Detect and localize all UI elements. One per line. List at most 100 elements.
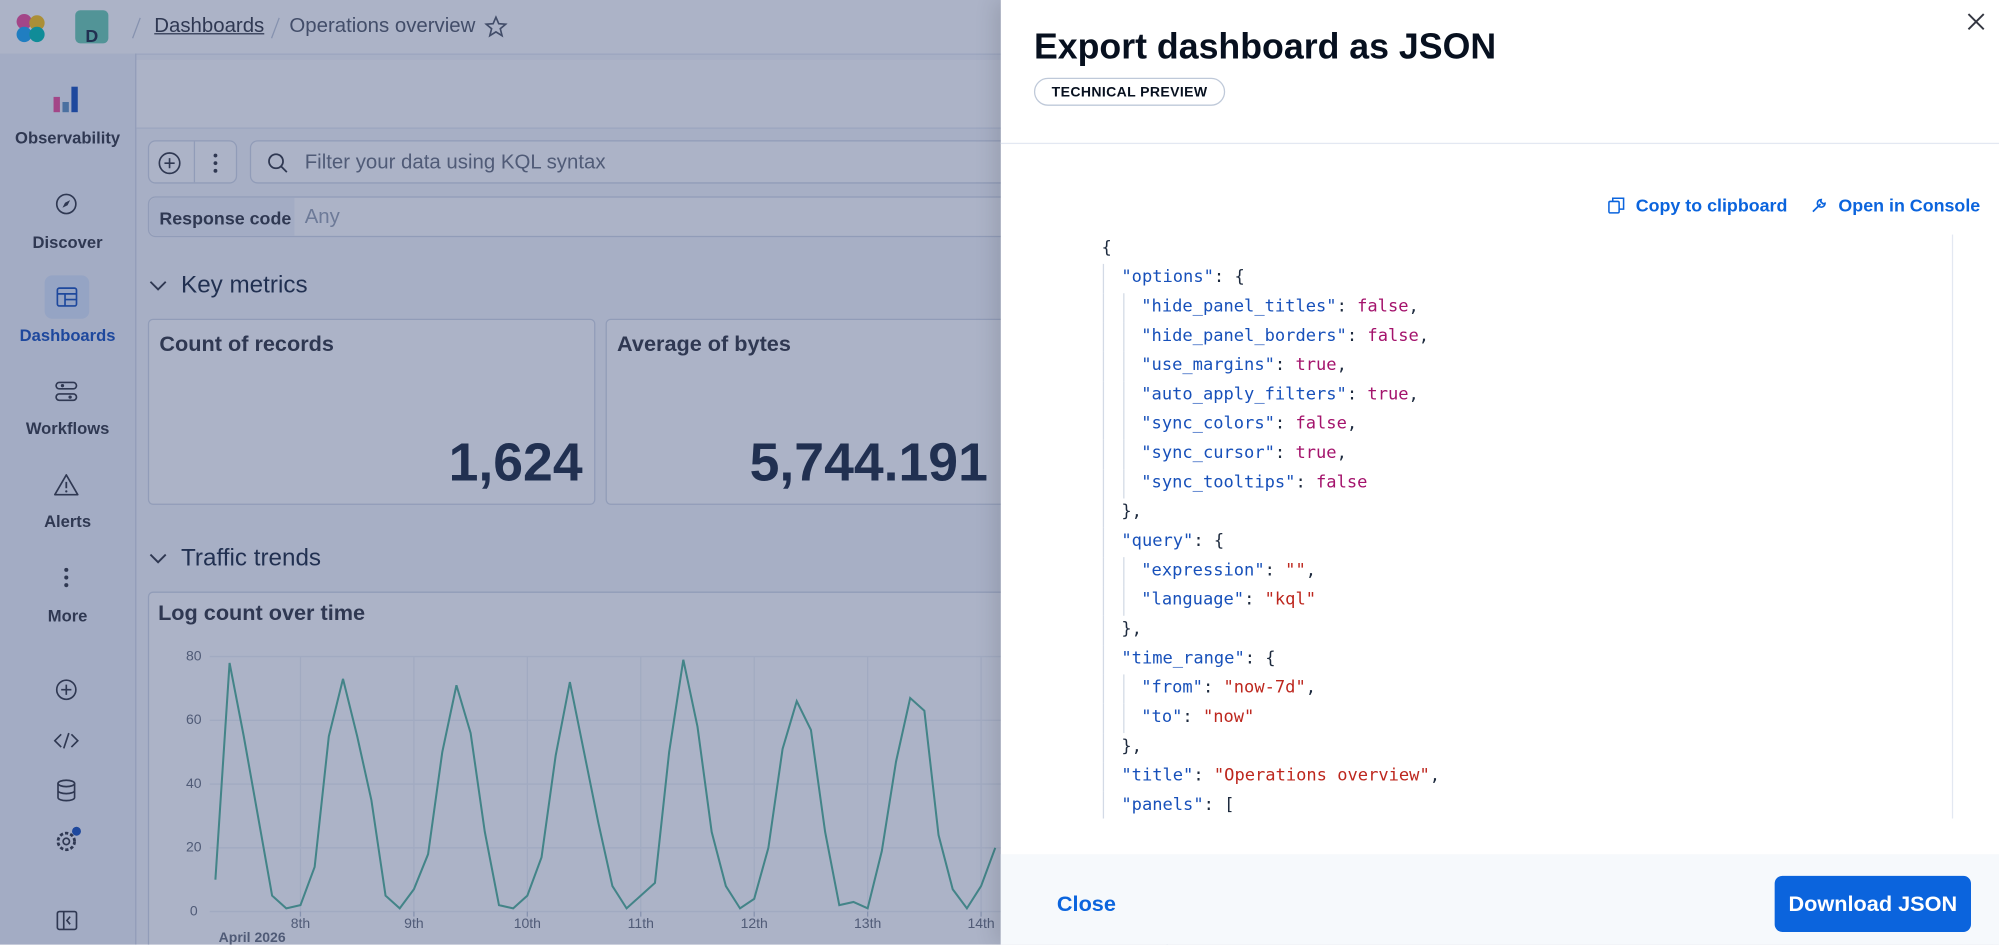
alerts-icon[interactable]	[53, 473, 79, 496]
code-line: "sync_colors": false,	[1141, 416, 1357, 433]
indent-guide	[1122, 380, 1124, 410]
observability-icon[interactable]	[51, 84, 82, 115]
code-token: "query"	[1121, 532, 1194, 552]
settings-icon[interactable]	[54, 826, 85, 854]
code-token: ,	[1429, 766, 1441, 786]
dashboards-icon[interactable]	[56, 287, 78, 307]
code-block: {"options": {"hide_panel_titles": false,…	[1034, 234, 1954, 819]
code-token: ,	[1346, 414, 1358, 434]
code-token: "to"	[1141, 707, 1183, 728]
code-line: "from": "now-7d",	[1141, 680, 1316, 697]
series-line	[214, 659, 997, 911]
code-token: },	[1121, 502, 1142, 522]
query-menu-button[interactable]	[210, 152, 220, 175]
indent-guide	[1102, 791, 1105, 819]
x-tick-label: 11th	[628, 915, 654, 931]
section-title: Traffic trends	[181, 545, 322, 572]
code-token: "options"	[1121, 268, 1214, 288]
code-token: },	[1121, 619, 1142, 640]
code-token: ""	[1285, 561, 1306, 581]
indent-guide	[1102, 292, 1105, 322]
nav-label[interactable]: Dashboards	[19, 325, 116, 345]
indent-guide	[1102, 703, 1105, 733]
code-token: ,	[1418, 326, 1430, 346]
more-icon[interactable]	[61, 566, 71, 589]
code-token: true	[1367, 385, 1409, 405]
favorite-star[interactable]	[484, 15, 508, 38]
code-token: :	[1193, 766, 1214, 786]
nav-selected	[44, 275, 90, 319]
y-tick-label: 80	[186, 647, 202, 663]
code-token: false	[1367, 326, 1419, 346]
section-chevron[interactable]	[148, 549, 168, 567]
indent-guide	[1102, 321, 1105, 352]
x-tick-label: 13th	[854, 915, 881, 931]
workflows-icon[interactable]	[55, 380, 78, 403]
copy-link[interactable]: Copy to clipboard	[1635, 195, 1788, 216]
code-token: false	[1316, 473, 1368, 493]
indent-guide	[1122, 673, 1124, 704]
nav-label[interactable]: Workflows	[25, 418, 110, 438]
nav-label[interactable]: Alerts	[44, 511, 92, 531]
badge: TECHNICAL PREVIEW	[1033, 77, 1226, 106]
query-placeholder: Filter your data using KQL syntax	[304, 151, 606, 174]
code-token: "auto_apply_filters"	[1141, 385, 1347, 405]
code-line: },	[1121, 504, 1142, 521]
code-token: true	[1295, 444, 1337, 464]
code-token: "now-7d"	[1223, 678, 1306, 698]
nav-label[interactable]: More	[47, 606, 88, 626]
discover-icon[interactable]	[55, 193, 78, 216]
code-token: "hide_panel_titles"	[1141, 297, 1337, 317]
y-tick-label: 40	[186, 775, 202, 791]
section-title: Key metrics	[181, 272, 308, 299]
breadcrumb-separator	[270, 17, 280, 39]
data-icon[interactable]	[56, 779, 76, 802]
console-link[interactable]: Open in Console	[1838, 195, 1981, 216]
close-button[interactable]: Close	[1056, 891, 1116, 917]
code-line: "expression": "",	[1141, 561, 1316, 581]
close-x[interactable]	[1967, 13, 1985, 31]
metric-value: 5,744.191	[749, 432, 988, 493]
add-filter-button[interactable]	[157, 150, 182, 175]
code-token: "now"	[1202, 707, 1255, 728]
breadcrumb-link[interactable]: Dashboards	[154, 15, 265, 37]
collapse-icon[interactable]	[56, 910, 78, 931]
code-token: : {	[1213, 268, 1245, 288]
code-line: "panels": [	[1121, 797, 1234, 814]
code-token: ,	[1336, 444, 1347, 464]
nav-label[interactable]: Discover	[32, 232, 103, 252]
filter-label: Response code	[159, 207, 292, 229]
section-chevron[interactable]	[148, 277, 168, 295]
code-token: "time_range"	[1121, 649, 1245, 669]
space-avatar[interactable]: D	[75, 10, 109, 45]
filter-placeholder: Any	[304, 206, 340, 229]
breadcrumb-separator	[131, 17, 141, 39]
console-icon	[1812, 198, 1826, 213]
panel-title: Average of bytes	[617, 332, 791, 357]
code-icon[interactable]	[53, 731, 79, 751]
code-line: "hide_panel_titles": false,	[1141, 297, 1419, 317]
code-token: "sync_cursor"	[1141, 444, 1275, 464]
code-token: "panels"	[1121, 795, 1204, 816]
flyout: Export dashboard as JSON TECHNICAL PREVI…	[1000, 0, 1999, 945]
chart-panel	[147, 591, 1168, 945]
code-token: "kql"	[1264, 590, 1317, 610]
indent-guide	[1122, 703, 1124, 733]
code-line: "time_range": {	[1121, 649, 1275, 669]
code-line: "hide_panel_borders": false,	[1141, 328, 1429, 345]
metric-value: 1,624	[448, 432, 583, 493]
download-button[interactable]: Download JSON	[1774, 875, 1971, 932]
code-token: true	[1295, 356, 1337, 376]
logo[interactable]	[13, 10, 49, 46]
nav-label[interactable]: Observability	[15, 128, 121, 148]
filter-control[interactable]: Response code Any	[147, 196, 1143, 238]
indent-guide	[1122, 409, 1124, 440]
query-input[interactable]: Filter your data using KQL syntax	[249, 140, 1143, 184]
x-caption: April 2026	[219, 929, 286, 945]
indent-guide	[1122, 585, 1124, 616]
code-token: :	[1182, 707, 1203, 728]
add-icon[interactable]	[55, 678, 78, 701]
badge-text: TECHNICAL PREVIEW	[1051, 84, 1208, 101]
